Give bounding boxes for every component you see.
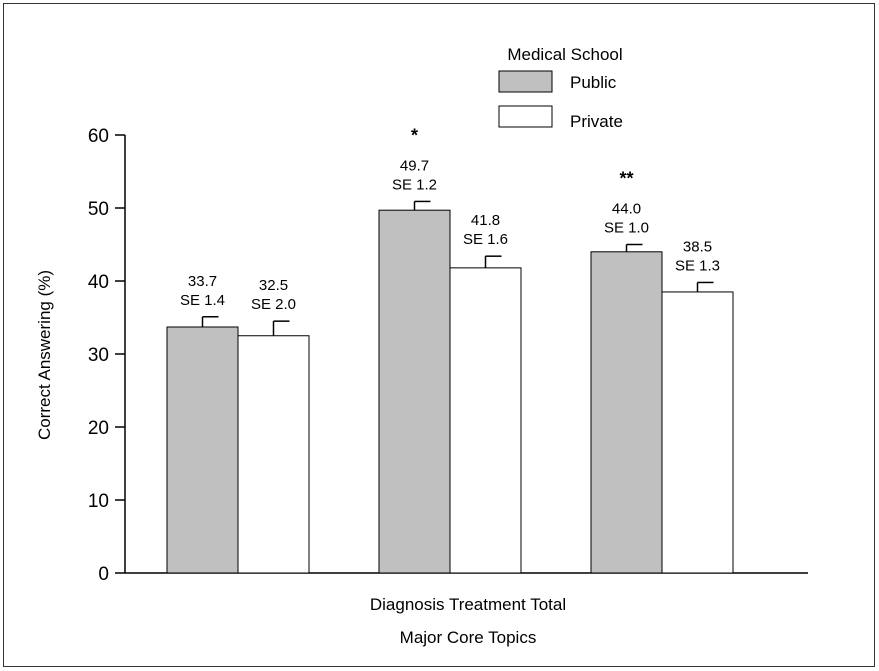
value-label: 44.0 — [612, 201, 641, 218]
se-label: SE 2.0 — [251, 296, 296, 313]
se-label: SE 1.4 — [180, 292, 225, 309]
bar-public-diagnosis — [166, 326, 239, 574]
legend-swatch-public — [498, 70, 553, 93]
y-tick-label: 0 — [98, 564, 109, 585]
se-label: SE 1.6 — [463, 231, 508, 248]
value-label: 41.8 — [471, 212, 500, 229]
bar-private-treatment — [449, 267, 522, 574]
legend: Medical School Public Private — [498, 45, 623, 131]
significance-mark: ** — [619, 169, 633, 189]
legend-label-private: Private — [570, 112, 623, 131]
y-tick-label: 50 — [88, 199, 109, 220]
y-tick-label: 40 — [88, 272, 109, 293]
value-label: 38.5 — [683, 238, 712, 255]
bars — [166, 200, 734, 574]
value-label: 49.7 — [400, 157, 429, 174]
y-tick-label: 20 — [88, 418, 109, 439]
legend-label-public: Public — [570, 73, 617, 92]
bar-public-total — [590, 251, 663, 574]
legend-swatch-private — [498, 105, 553, 128]
value-label: 33.7 — [188, 273, 217, 290]
significance-mark: * — [411, 125, 418, 145]
legend-title: Medical School — [507, 45, 622, 64]
bar-private-total — [661, 291, 734, 574]
y-tick-label: 60 — [88, 126, 109, 147]
se-label: SE 1.0 — [604, 220, 649, 237]
x-category-line: Diagnosis Treatment Total — [370, 595, 566, 614]
value-label: 32.5 — [259, 277, 288, 294]
x-axis-title: Major Core Topics — [400, 628, 537, 647]
labels: 33.7 SE 1.4 32.5 SE 2.0 49.7 SE 1.2 * 41.8 SE 1.… — [180, 125, 720, 313]
bar-private-diagnosis — [237, 335, 310, 574]
y-axis-title: Correct Answering (%) — [35, 270, 54, 440]
y-tick-label: 30 — [88, 345, 109, 366]
se-label: SE 1.3 — [675, 257, 720, 274]
y-tick-label: 10 — [88, 491, 109, 512]
bar-public-treatment — [378, 209, 451, 574]
se-label: SE 1.2 — [392, 176, 437, 193]
